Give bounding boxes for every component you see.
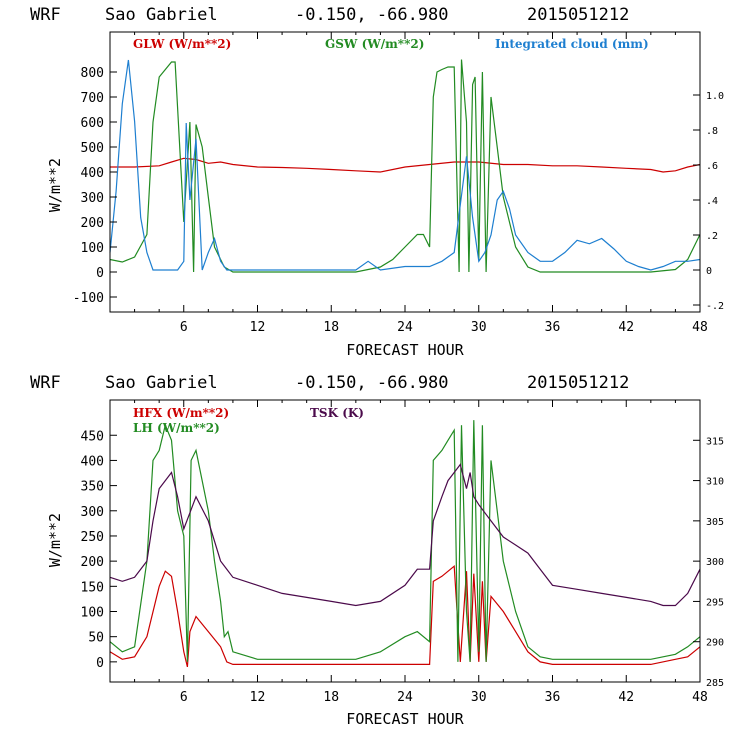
top-series-integrated	[109, 59, 701, 271]
top-title-location: Sao Gabriel	[105, 5, 218, 25]
bottom-xtick-label: 18	[323, 690, 339, 705]
top-title-coords: -0.150, -66.980	[295, 5, 449, 25]
bottom-series-lh	[109, 420, 701, 662]
bottom-series-tsk	[109, 463, 701, 607]
bottom-y2tick-label: 300	[706, 557, 724, 568]
top-ytick-label: 0	[96, 266, 104, 281]
bottom-legend-hfx: HFX (W/m**2)	[133, 406, 229, 420]
top-xtick-label: 42	[618, 320, 634, 335]
top-xlabel: FORECAST HOUR	[346, 341, 464, 359]
bottom-ytick-label: 50	[88, 631, 104, 646]
bottom-ytick-label: 350	[81, 480, 104, 495]
bottom-title-init: 2015051212	[527, 373, 629, 393]
bottom-xtick-label: 12	[250, 690, 266, 705]
top-title-model: WRF	[30, 5, 61, 25]
bottom-ytick-label: 400	[81, 454, 104, 469]
top-legend-glw: GLW (W/m**2)	[133, 37, 231, 51]
bottom-title-coords: -0.150, -66.980	[295, 373, 449, 393]
top-series-glw	[110, 157, 701, 173]
bottom-title-location: Sao Gabriel	[105, 373, 218, 393]
bottom-series-hfx	[109, 564, 701, 668]
bottom-ylabel: W/m**2	[46, 513, 64, 567]
bottom-xtick-label: 30	[471, 690, 487, 705]
bottom-ytick-label: 100	[81, 606, 104, 621]
top-xtick-label: 24	[397, 320, 413, 335]
bottom-y2tick-label: 315	[706, 436, 724, 447]
bottom-title-model: WRF	[30, 373, 61, 393]
top-y2tick-label: .4	[706, 196, 718, 207]
top-xtick-label: 30	[471, 320, 487, 335]
top-y2tick-label: 0	[706, 266, 712, 277]
bottom-y2tick-label: 295	[706, 597, 724, 608]
top-legend-cloud: Integrated cloud (mm)	[495, 37, 649, 51]
bottom-xtick-label: 36	[545, 690, 561, 705]
top-legend-gsw: GSW (W/m**2)	[325, 37, 424, 51]
bottom-ytick-label: 300	[81, 505, 104, 520]
bottom-series	[109, 420, 701, 668]
bottom-y2tick-label: 285	[706, 678, 724, 689]
top-series	[109, 59, 701, 273]
bottom-xtick-label: 48	[692, 690, 708, 705]
top-ytick-label: 600	[81, 116, 104, 131]
top-xtick-label: 18	[323, 320, 339, 335]
top-xtick-label: 48	[692, 320, 708, 335]
top-ytick-label: 100	[81, 241, 104, 256]
top-y2tick-label: .2	[706, 231, 718, 242]
bottom-y2tick-label: 310	[706, 477, 724, 488]
top-chart: WRF Sao Gabriel -0.150, -66.980 20150512…	[30, 5, 724, 359]
bottom-legend-lh: LH (W/m**2)	[133, 421, 220, 435]
top-xtick-label: 6	[180, 320, 188, 335]
bottom-ytick-label: 150	[81, 580, 104, 595]
top-y2tick-label: .8	[706, 126, 718, 137]
bottom-xlabel: FORECAST HOUR	[346, 710, 464, 728]
bottom-ytick-label: 200	[81, 555, 104, 570]
top-ytick-label: 500	[81, 141, 104, 156]
top-xtick-label: 12	[250, 320, 266, 335]
top-ytick-label: -100	[73, 291, 104, 306]
bottom-chart: WRF Sao Gabriel -0.150, -66.980 20150512…	[30, 373, 724, 728]
bottom-y2tick-label: 305	[706, 517, 724, 528]
bottom-ytick-label: 0	[96, 656, 104, 671]
top-title-init: 2015051212	[527, 5, 629, 25]
top-ytick-label: 200	[81, 216, 104, 231]
bottom-ytick-label: 250	[81, 530, 104, 545]
bottom-xtick-label: 6	[180, 690, 188, 705]
top-y2tick-label: 1.0	[706, 91, 724, 102]
bottom-y2tick-label: 290	[706, 638, 724, 649]
bottom-plot-frame	[109, 399, 701, 683]
top-plot-frame	[109, 31, 701, 313]
bottom-xtick-label: 24	[397, 690, 413, 705]
top-series-gsw	[109, 59, 701, 273]
top-y2tick-label: .6	[706, 161, 718, 172]
top-ytick-label: 700	[81, 91, 104, 106]
top-xtick-label: 36	[545, 320, 561, 335]
top-ytick-label: 300	[81, 191, 104, 206]
bottom-axes: 6 12 18 24 30 36 42 48 0 50 100 150 200 250 300 350 400 4…	[81, 400, 724, 705]
top-ytick-label: 400	[81, 166, 104, 181]
top-axes: 6 12 18 24 30 36 42 48 -100 0 100 200 300 400 500 600 70…	[73, 32, 724, 335]
bottom-ytick-label: 450	[81, 429, 104, 444]
top-ytick-label: 800	[81, 66, 104, 81]
bottom-legend-tsk: TSK (K)	[310, 406, 364, 420]
top-ylabel: W/m**2	[46, 158, 64, 212]
bottom-xtick-label: 42	[618, 690, 634, 705]
top-y2tick-label: -.2	[706, 301, 724, 312]
